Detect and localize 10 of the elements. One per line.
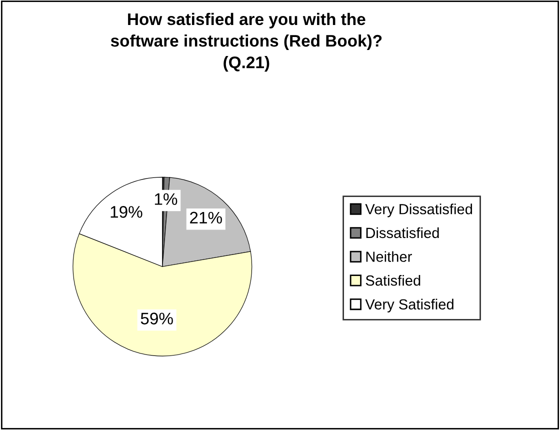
chart-title: How satisfied are you with the software instructions (Red Book)? (Q.21) — [110, 12, 382, 72]
legend-label: Very Satisfied — [365, 298, 454, 312]
data-label: 59% — [140, 312, 173, 324]
legend-label: Neither — [366, 251, 412, 262]
legend-label: Very Dissatisfied — [365, 204, 472, 218]
legend-label: Satisfied — [366, 275, 420, 286]
data-label: 1% — [154, 193, 178, 205]
legend-label: Dissatisfied — [366, 227, 439, 238]
data-label: 19% — [110, 206, 142, 218]
data-label: 21% — [190, 212, 222, 224]
